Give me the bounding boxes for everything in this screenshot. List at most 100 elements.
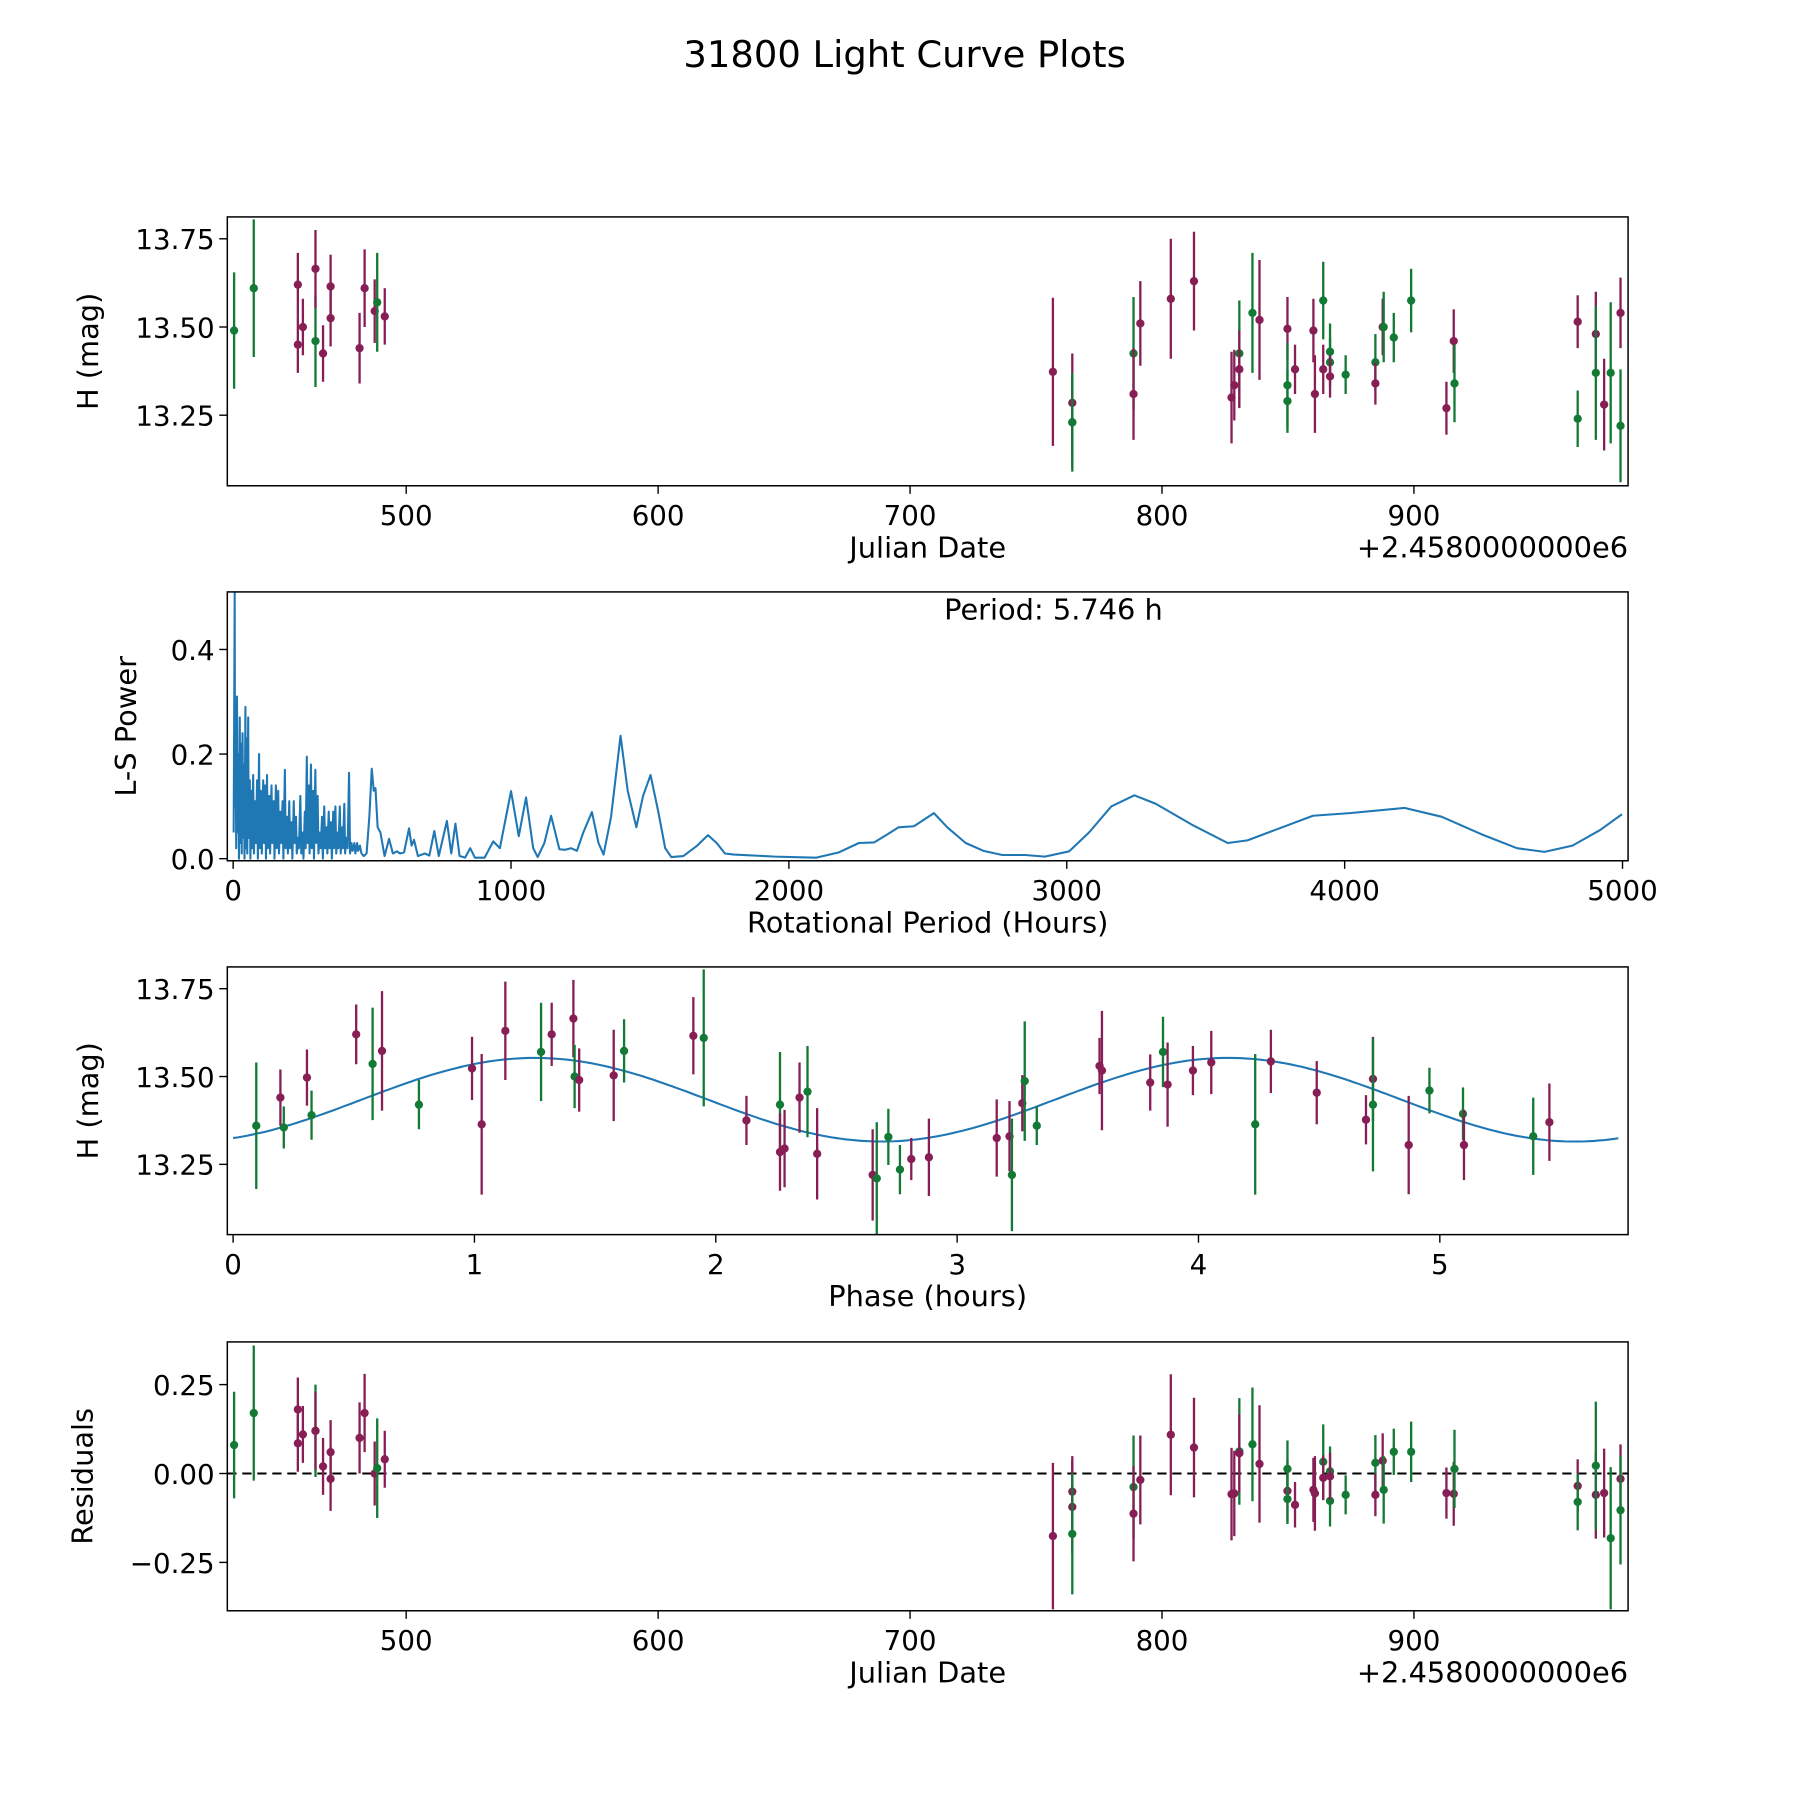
residual-point bbox=[1283, 1494, 1292, 1504]
magnitude-point bbox=[1255, 315, 1264, 325]
magnitude-point bbox=[293, 280, 303, 289]
magnitude-point bbox=[1449, 336, 1458, 346]
phased-point bbox=[1312, 1088, 1321, 1097]
phased-point bbox=[1097, 1066, 1107, 1075]
y-axis-label: Residuals bbox=[65, 1408, 99, 1545]
phased-point bbox=[1158, 1047, 1168, 1057]
plot-area bbox=[229, 219, 1625, 483]
axes-frame bbox=[226, 966, 1629, 1236]
phased-point bbox=[252, 1121, 261, 1130]
phased-point bbox=[907, 1154, 916, 1164]
residual-point bbox=[1255, 1459, 1264, 1469]
phased-point bbox=[302, 1073, 312, 1082]
magnitude-point bbox=[1283, 396, 1292, 406]
residual-point bbox=[1136, 1475, 1145, 1485]
phased-point bbox=[536, 1047, 546, 1057]
magnitude-point bbox=[293, 340, 303, 349]
magnitude-point bbox=[1599, 400, 1609, 409]
magnitude-point bbox=[1290, 365, 1300, 374]
phased-point bbox=[689, 1031, 698, 1040]
phased-point bbox=[699, 1033, 708, 1043]
residual-point bbox=[1379, 1485, 1388, 1495]
residual-point bbox=[1068, 1529, 1077, 1539]
x-tick-label: 900 bbox=[1388, 1624, 1441, 1657]
y-tick-label: 13.25 bbox=[135, 1149, 214, 1182]
magnitude-point bbox=[1129, 389, 1138, 399]
residual-point bbox=[1450, 1464, 1459, 1474]
y-tick-label: 13.75 bbox=[135, 973, 214, 1006]
phased-point bbox=[377, 1046, 387, 1056]
magnitude-point bbox=[229, 326, 239, 335]
x-tick-label: 500 bbox=[380, 1624, 433, 1657]
magnitude-point bbox=[311, 336, 320, 346]
residual-point bbox=[293, 1439, 303, 1448]
magnitude-point bbox=[380, 312, 389, 321]
x-tick-label: 2 bbox=[707, 1248, 725, 1281]
magnitude-point bbox=[1319, 296, 1328, 305]
residual-point bbox=[1591, 1461, 1600, 1470]
phased-point bbox=[1207, 1058, 1216, 1067]
x-tick-label: 3 bbox=[948, 1248, 966, 1281]
phased-point bbox=[742, 1116, 751, 1125]
phased-point bbox=[1007, 1170, 1017, 1180]
phased-point bbox=[619, 1046, 629, 1056]
y-tick-label: 13.50 bbox=[135, 1061, 214, 1094]
residual-point bbox=[1371, 1458, 1380, 1467]
axes-frame bbox=[226, 1341, 1629, 1612]
y-tick-label: 13.75 bbox=[135, 223, 214, 256]
residual-point bbox=[1341, 1490, 1350, 1499]
y-tick-label: 0.4 bbox=[171, 634, 215, 667]
x-tick-label: 800 bbox=[1136, 1624, 1189, 1657]
residual-point bbox=[1235, 1449, 1244, 1458]
y-tick-label: 13.25 bbox=[135, 400, 214, 433]
residual-point bbox=[360, 1408, 369, 1418]
periodogram-panel: 0 1000 2000 3000 4000 5000 0.0 0.2 0.4 Rotational… bbox=[109, 591, 1658, 939]
residual-point bbox=[1573, 1497, 1582, 1507]
x-tick-label: 5 bbox=[1431, 1248, 1449, 1281]
residual-point bbox=[293, 1405, 303, 1414]
period-annotation: Period: 5.746 h bbox=[944, 593, 1163, 627]
residual-point bbox=[1616, 1505, 1625, 1515]
magnitude-point bbox=[298, 322, 308, 332]
residual-point bbox=[311, 1426, 320, 1435]
x-tick-label: 4 bbox=[1190, 1248, 1208, 1281]
phased-point bbox=[467, 1064, 477, 1073]
magnitude-point bbox=[1325, 372, 1335, 381]
x-tick-label: 2000 bbox=[754, 874, 824, 907]
phased-point bbox=[1545, 1118, 1554, 1127]
phased-point bbox=[352, 1030, 361, 1039]
magnitude-point bbox=[311, 264, 320, 273]
figure-title: 31800 Light Curve Plots bbox=[683, 33, 1125, 76]
y-tick-label: −0.25 bbox=[130, 1547, 215, 1580]
phased-point bbox=[924, 1153, 934, 1162]
magnitude-point bbox=[1442, 403, 1451, 413]
magnitude-point bbox=[1616, 308, 1625, 318]
phased-point bbox=[1163, 1080, 1172, 1089]
residual-point bbox=[1389, 1447, 1398, 1456]
residuals-panel: 500 600 700 800 900 −0.25 0.00 0.25 Julian Date +… bbox=[65, 1341, 1629, 1689]
magnitude-point bbox=[355, 344, 364, 353]
residual-point bbox=[1599, 1488, 1609, 1498]
phased-point bbox=[803, 1087, 812, 1096]
phased-point bbox=[895, 1165, 905, 1174]
residual-point bbox=[1129, 1509, 1138, 1518]
x-axis-label: Phase (hours) bbox=[828, 1279, 1027, 1313]
magnitude-point bbox=[1235, 365, 1244, 374]
x-axis-label: Rotational Period (Hours) bbox=[747, 905, 1108, 939]
residual-point bbox=[380, 1455, 389, 1464]
phased-point bbox=[575, 1075, 584, 1085]
y-tick-label: 0.00 bbox=[153, 1458, 215, 1491]
magnitude-point bbox=[1591, 368, 1600, 378]
axes-frame bbox=[226, 591, 1629, 862]
x-tick-label: 600 bbox=[632, 499, 685, 532]
phased-point bbox=[1251, 1120, 1260, 1129]
phased-point bbox=[609, 1071, 618, 1080]
magnitude-point bbox=[360, 284, 369, 293]
x-axis-label: Julian Date bbox=[847, 530, 1006, 564]
residual-point bbox=[318, 1462, 328, 1471]
phased-point bbox=[414, 1100, 424, 1109]
magnitude-point bbox=[1371, 358, 1380, 367]
magnitude-point bbox=[1606, 368, 1615, 378]
magnitude-point bbox=[1616, 421, 1625, 430]
